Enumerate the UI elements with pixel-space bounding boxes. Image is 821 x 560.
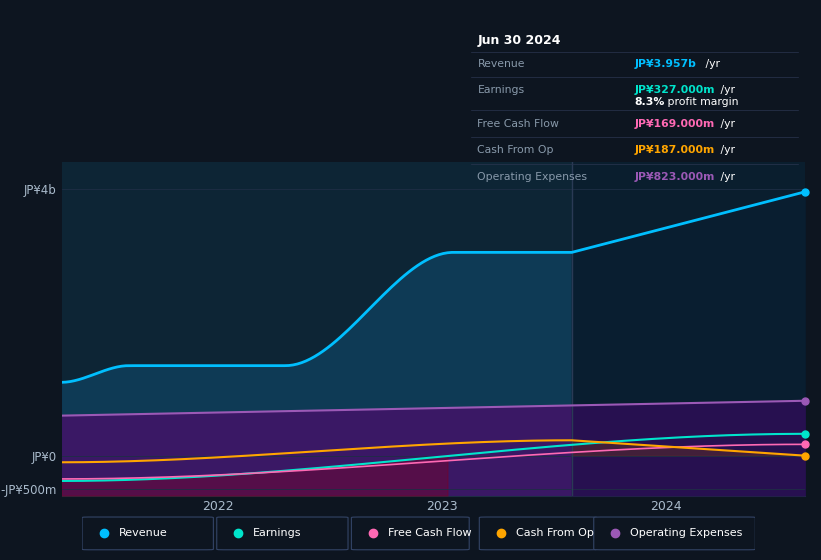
FancyBboxPatch shape [351, 517, 470, 550]
Text: Earnings: Earnings [478, 85, 525, 95]
Text: Operating Expenses: Operating Expenses [478, 171, 588, 181]
Text: /yr: /yr [702, 59, 720, 69]
Text: JP¥327.000m: JP¥327.000m [635, 85, 715, 95]
Text: JP¥187.000m: JP¥187.000m [635, 146, 714, 156]
Text: Operating Expenses: Operating Expenses [630, 529, 742, 538]
Text: Jun 30 2024: Jun 30 2024 [478, 35, 561, 48]
Text: Free Cash Flow: Free Cash Flow [388, 529, 471, 538]
Text: /yr: /yr [717, 85, 735, 95]
Text: JP¥823.000m: JP¥823.000m [635, 171, 714, 181]
Text: Cash From Op: Cash From Op [516, 529, 594, 538]
Text: Free Cash Flow: Free Cash Flow [478, 119, 559, 129]
FancyBboxPatch shape [594, 517, 755, 550]
Text: Revenue: Revenue [478, 59, 525, 69]
Text: Earnings: Earnings [253, 529, 301, 538]
FancyBboxPatch shape [479, 517, 597, 550]
Text: /yr: /yr [717, 146, 735, 156]
Bar [572, 162, 805, 496]
Bar [62, 162, 572, 496]
Text: Revenue: Revenue [118, 529, 167, 538]
Text: /yr: /yr [717, 119, 735, 129]
FancyBboxPatch shape [82, 517, 213, 550]
Text: JP¥3.957b: JP¥3.957b [635, 59, 696, 69]
FancyBboxPatch shape [217, 517, 348, 550]
Text: /yr: /yr [717, 171, 735, 181]
Text: Cash From Op: Cash From Op [478, 146, 554, 156]
Text: profit margin: profit margin [664, 97, 739, 107]
Text: 8.3%: 8.3% [635, 97, 664, 107]
Text: JP¥169.000m: JP¥169.000m [635, 119, 714, 129]
